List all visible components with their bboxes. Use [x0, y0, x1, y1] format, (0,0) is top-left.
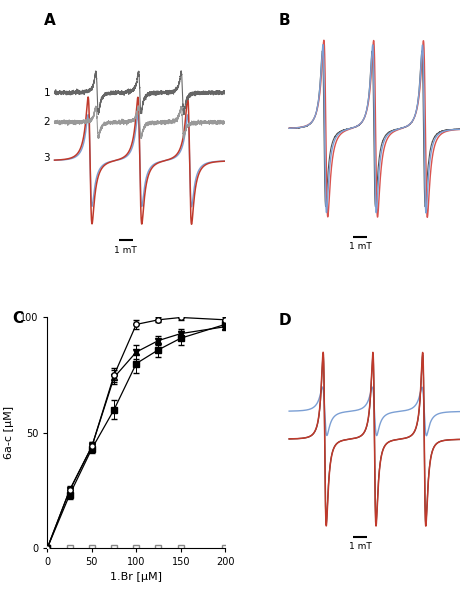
Text: A: A	[44, 13, 55, 28]
Y-axis label: 6a-c [μM]: 6a-c [μM]	[4, 406, 14, 459]
Text: 2: 2	[44, 117, 50, 127]
Text: C: C	[12, 311, 23, 326]
Text: 1 mT: 1 mT	[349, 242, 372, 251]
Text: 1: 1	[44, 88, 50, 98]
Text: B: B	[278, 13, 290, 28]
Text: 3: 3	[44, 154, 50, 164]
Text: D: D	[278, 313, 291, 328]
X-axis label: 1.Br [μM]: 1.Br [μM]	[110, 573, 162, 582]
Text: 1 mT: 1 mT	[349, 542, 372, 551]
Text: 1 mT: 1 mT	[114, 246, 137, 255]
